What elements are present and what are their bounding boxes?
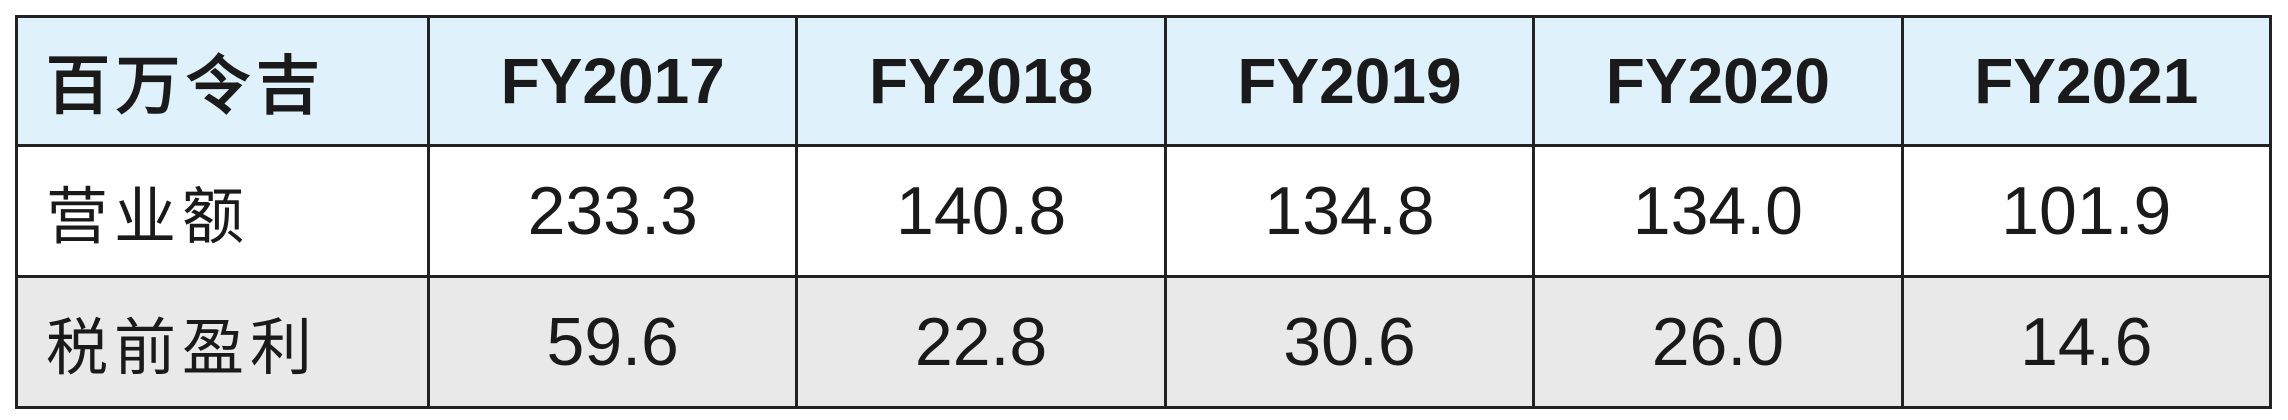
table-row: 营业额 233.3 140.8 134.8 134.0 101.9 (15, 144, 2273, 278)
value-cell: 14.6 (1900, 275, 2273, 409)
financial-table: 百万令吉 FY2017 FY2018 FY2019 FY2020 FY2021 营业额 23… (15, 15, 2273, 409)
value-cell: 26.0 (1532, 275, 1904, 409)
header-cell: FY2021 (1900, 15, 2273, 147)
header-cell: 百万令吉 (15, 15, 430, 147)
table-row: 税前盈利 59.6 22.8 30.6 26.0 14.6 (15, 275, 2273, 409)
header-cell: FY2018 (795, 15, 1167, 147)
header-cell: FY2017 (426, 15, 799, 147)
value-cell: 134.8 (1163, 144, 1536, 278)
row-label: 税前盈利 (15, 275, 430, 409)
value-cell: 140.8 (795, 144, 1167, 278)
header-cell: FY2019 (1163, 15, 1536, 147)
value-cell: 101.9 (1900, 144, 2273, 278)
value-cell: 22.8 (795, 275, 1167, 409)
table-body: 营业额 233.3 140.8 134.8 134.0 101.9 税前盈利 59.6 22.8… (15, 144, 2273, 409)
value-cell: 233.3 (426, 144, 799, 278)
header-row: 百万令吉 FY2017 FY2018 FY2019 FY2020 FY2021 (15, 15, 2273, 147)
value-cell: 59.6 (426, 275, 799, 409)
header-cell: FY2020 (1532, 15, 1904, 147)
value-cell: 134.0 (1532, 144, 1904, 278)
row-label: 营业额 (15, 144, 430, 278)
value-cell: 30.6 (1163, 275, 1536, 409)
